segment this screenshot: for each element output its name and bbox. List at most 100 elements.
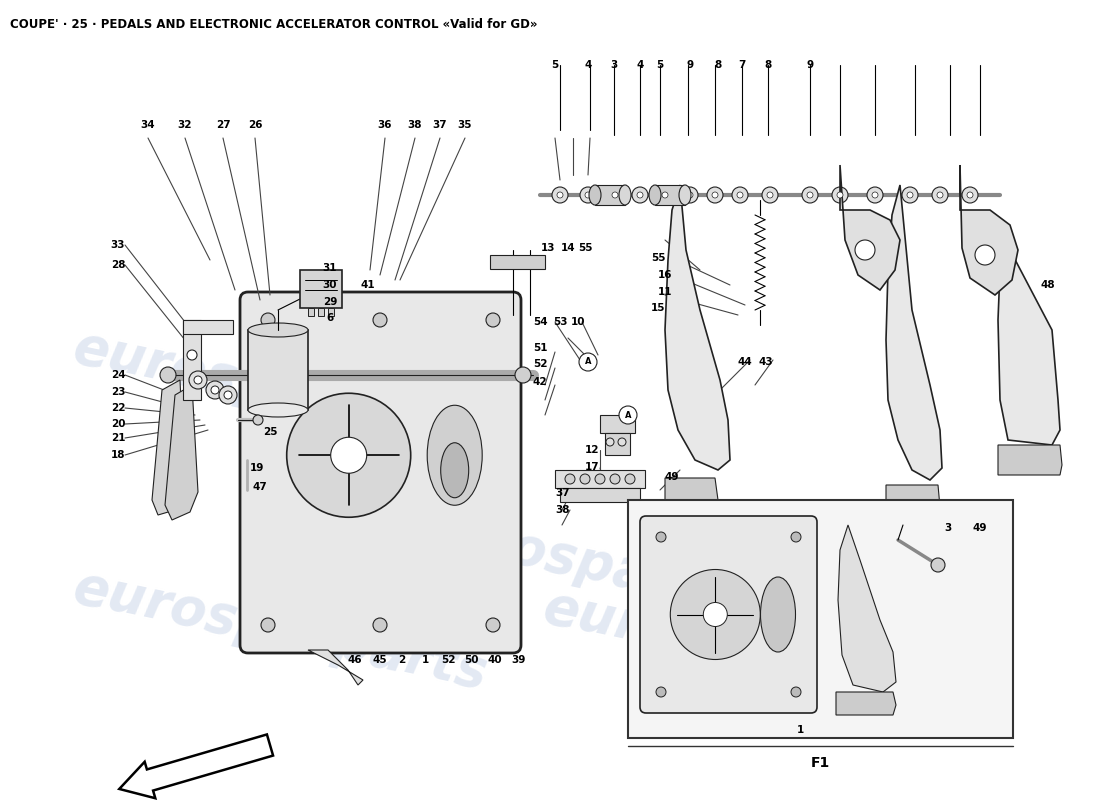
Text: 12: 12 (585, 445, 600, 455)
Bar (654, 185, 685, 205)
Circle shape (791, 532, 801, 542)
Text: 26: 26 (248, 120, 262, 130)
Circle shape (224, 391, 232, 399)
Circle shape (565, 474, 575, 484)
Polygon shape (886, 185, 942, 480)
Circle shape (802, 187, 818, 203)
Circle shape (160, 367, 176, 383)
Circle shape (657, 187, 673, 203)
Polygon shape (666, 478, 718, 508)
Text: 3: 3 (610, 60, 617, 70)
Polygon shape (836, 692, 896, 715)
Text: 3: 3 (945, 523, 952, 533)
Bar (490, 255, 544, 269)
Bar (605, 433, 630, 455)
Polygon shape (960, 165, 1018, 295)
Circle shape (373, 618, 387, 632)
Text: 21: 21 (111, 433, 125, 443)
Text: 38: 38 (408, 120, 422, 130)
Circle shape (585, 192, 591, 198)
Text: 35: 35 (458, 120, 472, 130)
Text: 8: 8 (764, 60, 771, 70)
Text: 36: 36 (377, 120, 393, 130)
Text: 1: 1 (421, 655, 429, 665)
Text: 46: 46 (348, 655, 362, 665)
Circle shape (187, 350, 197, 360)
Circle shape (962, 187, 978, 203)
Text: eurosparparts: eurosparparts (68, 561, 492, 699)
Circle shape (832, 187, 848, 203)
Text: 16: 16 (658, 270, 672, 280)
Text: eurosparparts: eurosparparts (538, 581, 961, 719)
Circle shape (211, 386, 219, 394)
Circle shape (287, 394, 410, 518)
Circle shape (515, 367, 531, 383)
Circle shape (867, 187, 883, 203)
Bar (248, 330, 308, 410)
Circle shape (580, 187, 596, 203)
Ellipse shape (649, 185, 661, 205)
Text: 43: 43 (759, 357, 773, 367)
Polygon shape (152, 380, 185, 515)
Circle shape (670, 570, 760, 659)
Text: 53: 53 (552, 317, 568, 327)
Text: 49: 49 (972, 523, 988, 533)
Text: 47: 47 (253, 482, 267, 492)
Ellipse shape (760, 577, 795, 652)
Text: 8: 8 (714, 60, 722, 70)
Polygon shape (183, 320, 233, 334)
Ellipse shape (248, 403, 308, 417)
Text: 4: 4 (584, 60, 592, 70)
Circle shape (373, 313, 387, 327)
Circle shape (762, 187, 778, 203)
Text: 15: 15 (651, 303, 666, 313)
Circle shape (610, 474, 620, 484)
Text: 4: 4 (636, 60, 644, 70)
Ellipse shape (427, 406, 482, 506)
Polygon shape (838, 525, 896, 692)
Circle shape (607, 187, 623, 203)
Text: 27: 27 (216, 120, 230, 130)
Text: 40: 40 (487, 655, 503, 665)
Circle shape (618, 438, 626, 446)
Text: 29: 29 (322, 297, 338, 307)
Text: 28: 28 (111, 260, 125, 270)
FancyBboxPatch shape (240, 292, 521, 653)
Circle shape (656, 532, 666, 542)
Polygon shape (666, 185, 730, 470)
Circle shape (975, 245, 996, 265)
Circle shape (967, 192, 974, 198)
Ellipse shape (441, 442, 469, 498)
Circle shape (932, 187, 948, 203)
Text: COUPE' · 25 · PEDALS AND ELECTRONIC ACCELERATOR CONTROL «Valid for GD»: COUPE' · 25 · PEDALS AND ELECTRONIC ACCE… (10, 18, 538, 31)
Text: 39: 39 (512, 655, 526, 665)
Ellipse shape (588, 185, 601, 205)
Text: 25: 25 (263, 427, 277, 437)
Text: 24: 24 (111, 370, 125, 380)
Circle shape (767, 192, 773, 198)
Circle shape (902, 187, 918, 203)
Polygon shape (183, 320, 201, 400)
Text: 37: 37 (556, 488, 570, 498)
Circle shape (791, 687, 801, 697)
Circle shape (662, 192, 668, 198)
Circle shape (612, 192, 618, 198)
Text: 54: 54 (532, 317, 548, 327)
Bar (300, 270, 342, 308)
Circle shape (331, 438, 366, 474)
Circle shape (552, 187, 568, 203)
Text: 7: 7 (738, 60, 746, 70)
Bar (600, 415, 635, 433)
Circle shape (253, 415, 263, 425)
Text: 44: 44 (738, 357, 752, 367)
Polygon shape (165, 385, 198, 520)
Text: 5: 5 (657, 60, 663, 70)
Circle shape (872, 192, 878, 198)
Text: 38: 38 (556, 505, 570, 515)
Text: 52: 52 (441, 655, 455, 665)
Circle shape (937, 192, 943, 198)
Text: eurosparparts: eurosparparts (68, 321, 492, 459)
Text: 14: 14 (561, 243, 575, 253)
Circle shape (637, 192, 644, 198)
Circle shape (206, 381, 224, 399)
